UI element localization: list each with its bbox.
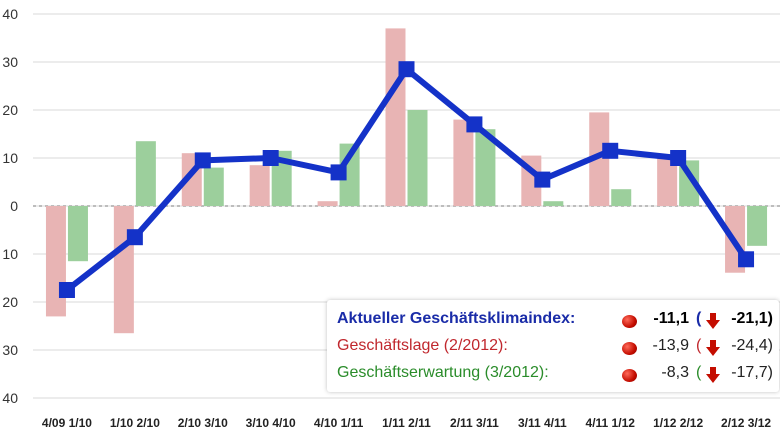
- x-tick-label: 3/10 4/10: [246, 416, 296, 430]
- bar-situation: [317, 201, 338, 206]
- x-tick-label: 1/10 2/10: [110, 416, 160, 430]
- index-line: [65, 66, 749, 293]
- index-marker: [330, 164, 347, 181]
- index-line-group: [58, 61, 755, 298]
- x-tick-label: 4/10 1/11: [314, 416, 364, 430]
- bar-situation: [45, 206, 66, 317]
- bar-situation: [113, 206, 134, 334]
- down-arrow-icon: [706, 340, 720, 356]
- index-marker: [670, 150, 687, 166]
- index-marker: [398, 61, 415, 78]
- bar-situation: [589, 112, 610, 206]
- legend-value-situation: -13,9: [652, 337, 689, 354]
- legend-prev-climate: -21,1): [731, 310, 773, 327]
- legend-label-situation: Geschäftslage (2/2012):: [337, 337, 508, 354]
- legend-value-climate: -11,1: [653, 310, 689, 327]
- y-axis-ticks: 40 30 20 10 0 10 20 30 40: [2, 6, 18, 406]
- legend-prev-expectation: -17,7): [731, 364, 773, 381]
- grid-lines: [33, 13, 780, 399]
- legend-paren: (: [696, 337, 702, 354]
- bar-situation: [657, 158, 678, 206]
- y-tick-label: 20: [2, 102, 18, 118]
- legend-label-climate: Aktueller Geschäftsklimaindex:: [337, 310, 576, 327]
- legend-label-expectation: Geschäftserwartung (3/2012):: [337, 364, 549, 381]
- bar-expectation: [475, 129, 496, 206]
- index-marker: [194, 152, 211, 169]
- y-tick-label: 0: [10, 198, 18, 214]
- x-tick-label: 1/12 2/12: [653, 416, 703, 430]
- bars-group: [45, 28, 768, 334]
- legend-row-climate: Aktueller Geschäftsklimaindex: -11,1 ( -…: [327, 310, 779, 334]
- index-marker: [602, 142, 619, 159]
- bar-expectation: [407, 110, 428, 206]
- red-dot-icon: [622, 369, 637, 382]
- bar-situation: [385, 28, 406, 207]
- index-marker: [466, 116, 483, 133]
- bar-expectation: [67, 206, 88, 262]
- index-marker: [126, 229, 143, 246]
- y-tick-label: 40: [2, 6, 18, 22]
- bar-situation: [453, 119, 474, 206]
- bar-expectation: [543, 201, 564, 206]
- down-arrow-icon: [706, 313, 720, 329]
- x-tick-label: 2/11 3/11: [450, 416, 499, 430]
- x-axis-ticks: 4/09 1/10 1/10 2/10 2/10 3/10 3/10 4/10 4/10…: [42, 416, 771, 430]
- y-tick-label: 10: [2, 246, 18, 262]
- x-tick-label: 2/12 3/12: [721, 416, 771, 430]
- legend-paren: (: [696, 364, 702, 381]
- legend-box: Aktueller Geschäftsklimaindex: -11,1 ( -…: [327, 300, 779, 392]
- red-dot-icon: [622, 315, 637, 328]
- y-tick-label: 20: [2, 294, 18, 310]
- bar-expectation: [611, 189, 632, 206]
- bar-situation: [249, 165, 270, 206]
- x-tick-label: 2/10 3/10: [178, 416, 228, 430]
- index-marker: [534, 171, 551, 188]
- y-tick-label: 30: [2, 342, 18, 358]
- index-marker: [738, 251, 755, 268]
- x-tick-label: 3/11 4/11: [518, 416, 567, 430]
- y-tick-label: 10: [2, 150, 18, 166]
- x-tick-label: 4/11 1/12: [586, 416, 636, 430]
- down-arrow-icon: [706, 367, 720, 383]
- y-tick-label: 30: [2, 54, 18, 70]
- legend-prev-situation: -24,4): [731, 337, 773, 354]
- index-marker: [58, 282, 75, 298]
- legend-value-expectation: -8,3: [661, 364, 689, 381]
- red-dot-icon: [622, 342, 637, 355]
- bar-expectation: [135, 141, 156, 206]
- legend-row-expectation: Geschäftserwartung (3/2012): -8,3 ( -17,…: [327, 364, 779, 388]
- bar-expectation: [747, 206, 768, 246]
- bar-expectation: [203, 167, 224, 206]
- index-marker: [262, 150, 279, 166]
- x-tick-label: 1/11 2/11: [382, 416, 431, 430]
- y-tick-label: 40: [2, 390, 18, 406]
- x-tick-label: 4/09 1/10: [42, 416, 92, 430]
- legend-row-situation: Geschäftslage (2/2012): -13,9 ( -24,4): [327, 337, 779, 361]
- legend-paren: (: [696, 310, 702, 327]
